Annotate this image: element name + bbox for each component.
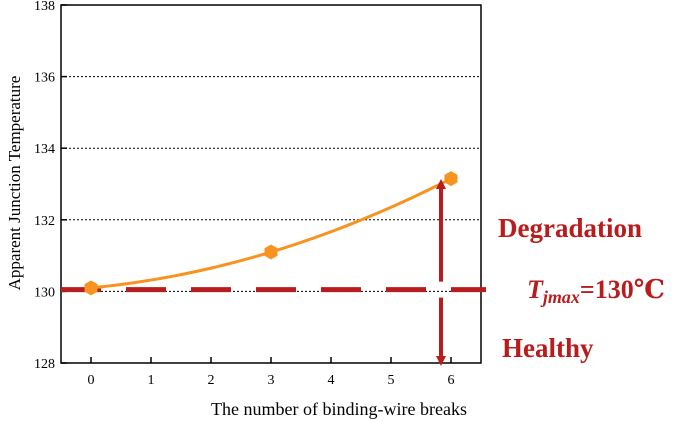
degradation-label: Degradation xyxy=(498,213,642,243)
tjmax-value: =130℃ xyxy=(580,275,665,304)
x-tick-label: 1 xyxy=(148,373,155,388)
data-point xyxy=(444,171,458,187)
y-axis-label: Apparent Junction Temperature xyxy=(5,76,24,291)
data-markers xyxy=(84,171,458,296)
y-tick-label: 130 xyxy=(34,285,55,300)
tjmax-symbol: T xyxy=(527,275,544,304)
x-tick-label: 2 xyxy=(208,373,215,388)
data-point xyxy=(264,244,278,260)
fit-curve xyxy=(90,177,452,290)
y-tick-label: 134 xyxy=(34,142,55,157)
y-tick-label: 132 xyxy=(34,214,55,229)
y-tick-label: 136 xyxy=(34,71,55,86)
x-axis-label: The number of binding-wire breaks xyxy=(211,399,467,419)
data-point xyxy=(84,280,98,296)
axis-ticks xyxy=(61,4,452,364)
x-tick-label: 0 xyxy=(88,373,95,388)
x-tick-label: 4 xyxy=(328,373,335,388)
tjmax-label: Tjmax=130℃ xyxy=(527,275,665,307)
y-tick-label: 138 xyxy=(34,0,55,14)
x-tick-label: 5 xyxy=(388,373,395,388)
y-tick-label: 128 xyxy=(34,357,55,372)
plot-area-frame xyxy=(60,4,482,364)
healthy-label: Healthy xyxy=(502,333,594,363)
x-tick-label: 6 xyxy=(448,373,455,388)
tick-labels: 128 130 132 134 136 138 0 1 2 3 4 5 6 xyxy=(34,0,455,388)
x-tick-label: 3 xyxy=(268,373,275,388)
tjmax-subscript: jmax xyxy=(540,287,580,307)
